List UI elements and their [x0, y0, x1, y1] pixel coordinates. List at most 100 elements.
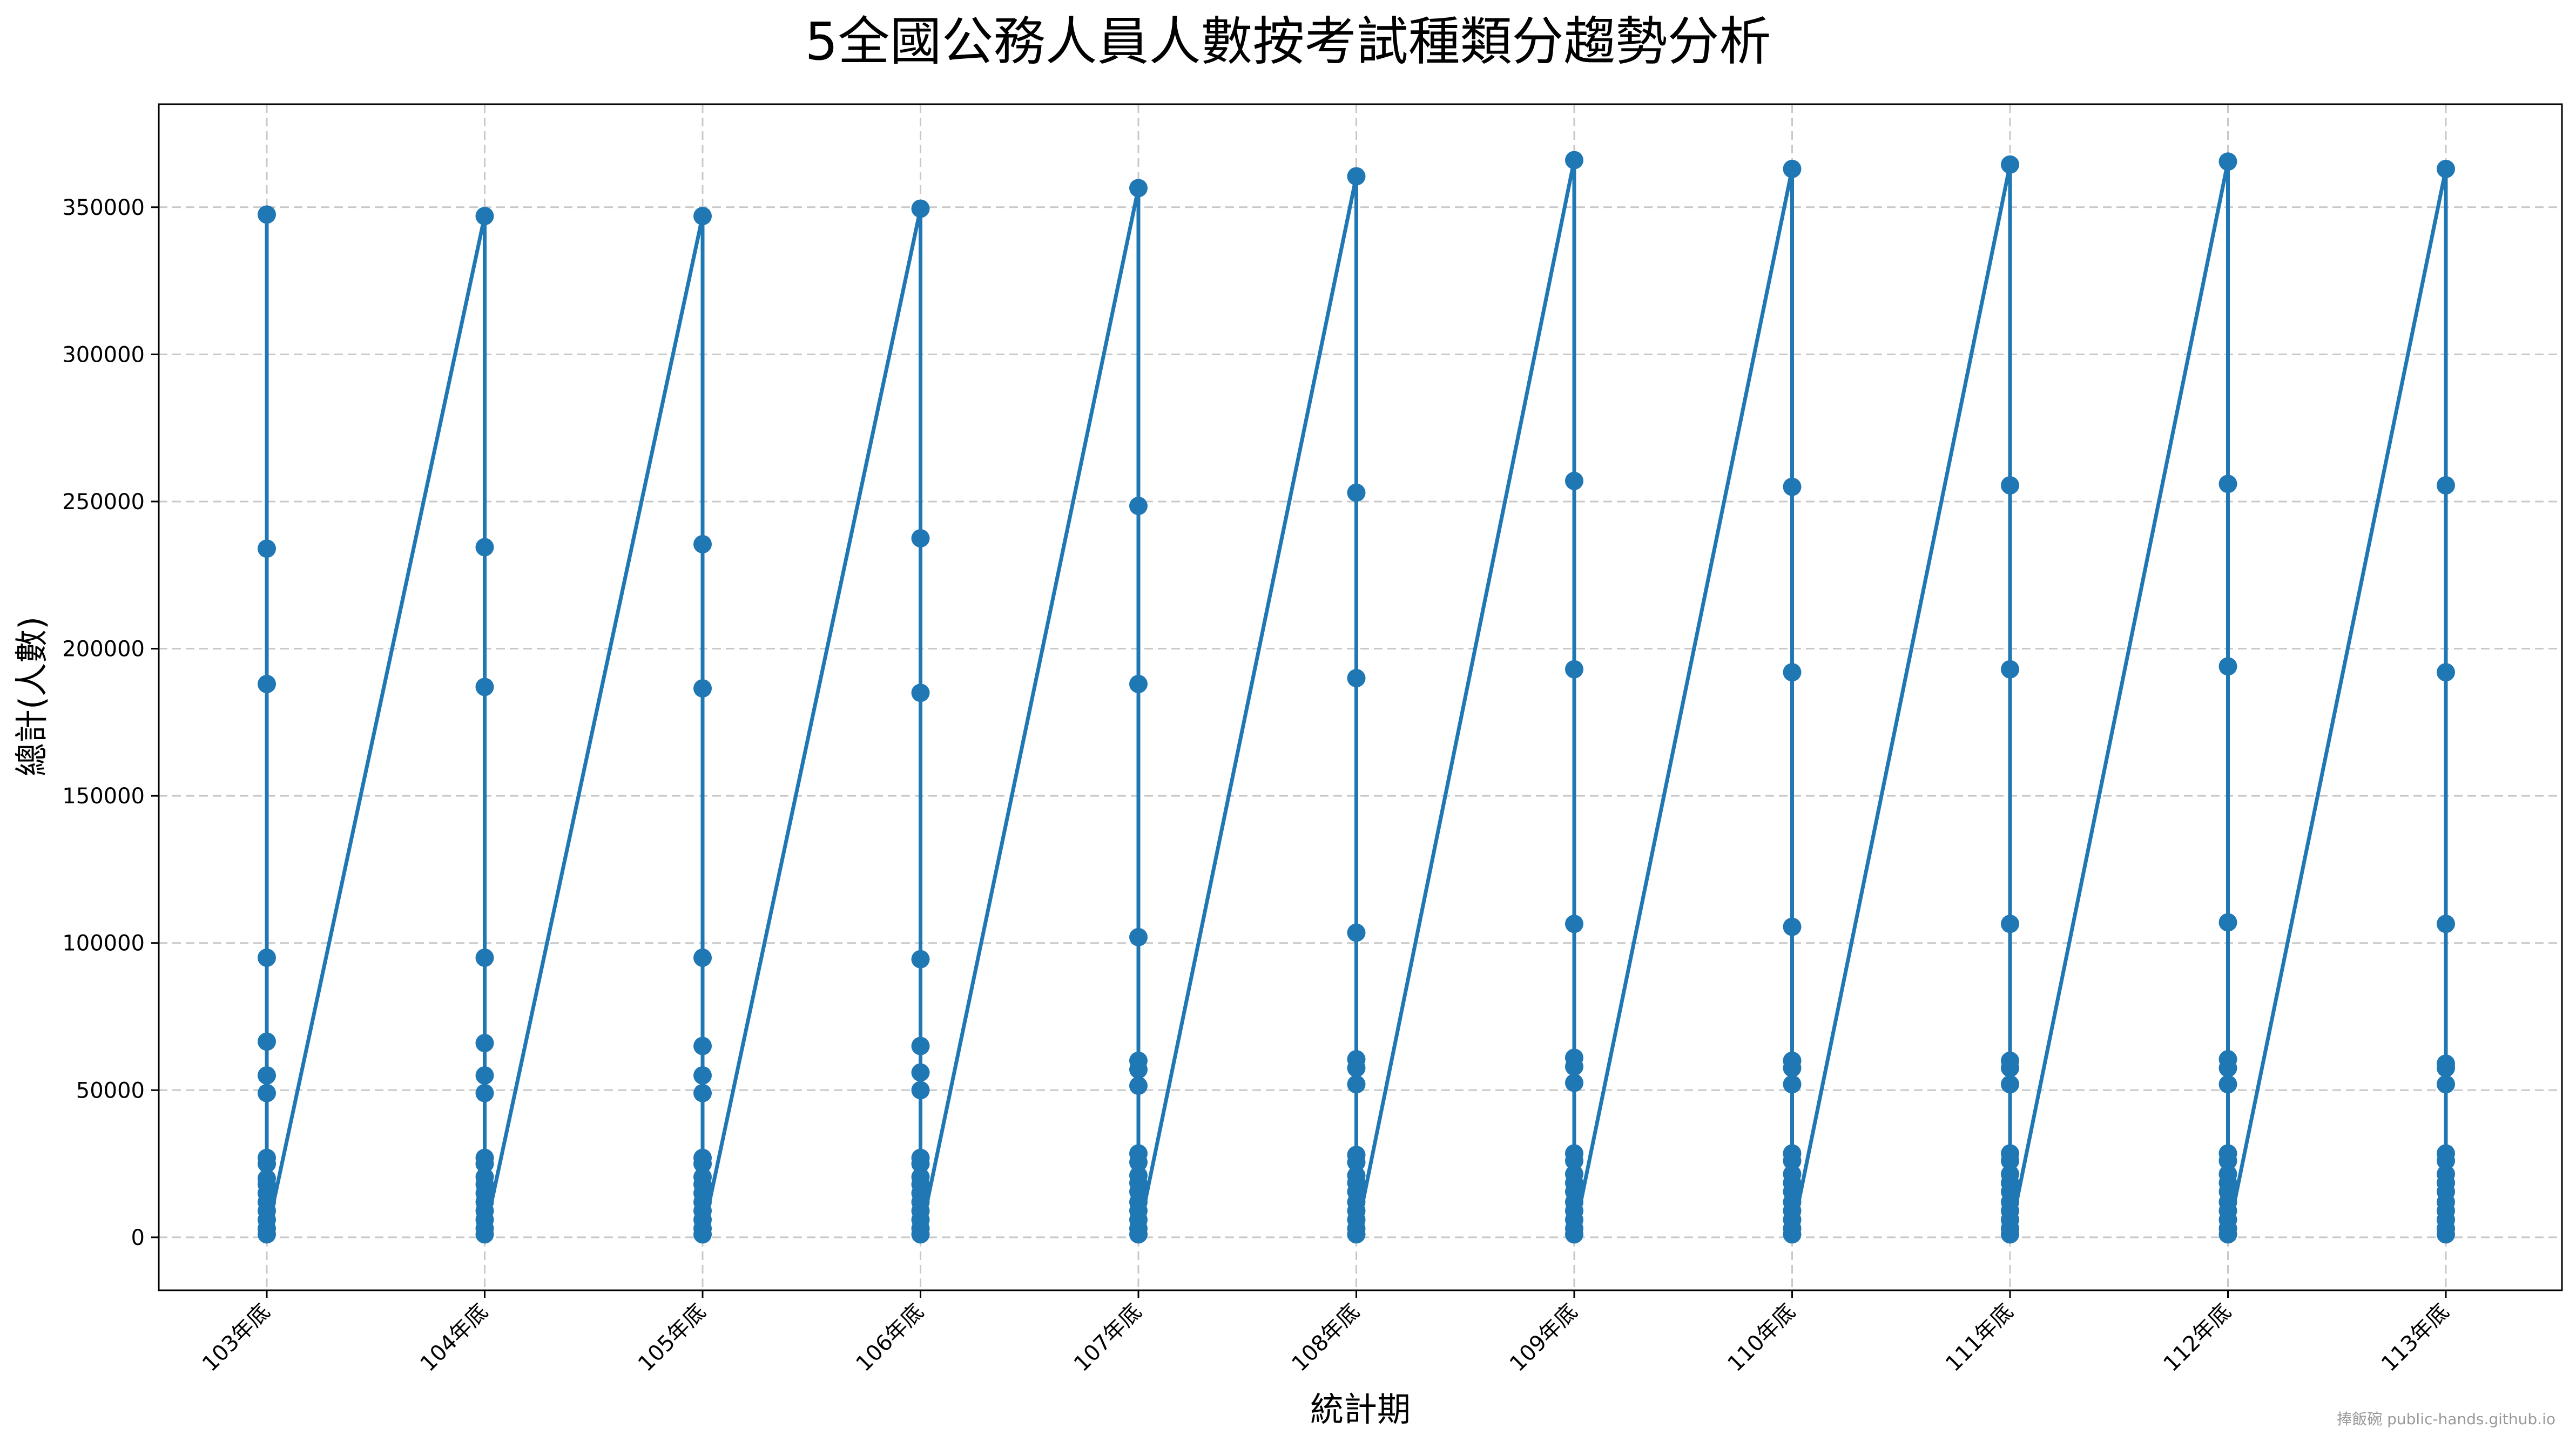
data-point — [475, 1034, 494, 1053]
grid-layer — [159, 104, 2562, 1290]
y-tick-label: 350000 — [62, 195, 145, 220]
x-tick-label: 107年底 — [1069, 1299, 1147, 1377]
data-point — [1565, 471, 1583, 490]
x-tick-label: 109年底 — [1505, 1299, 1582, 1377]
x-tick-label: 104年底 — [415, 1299, 493, 1377]
data-point — [258, 1032, 276, 1051]
data-point — [2001, 660, 2019, 679]
data-point — [911, 683, 930, 702]
data-point — [475, 1066, 494, 1085]
data-point — [693, 207, 712, 226]
data-point — [2218, 152, 2237, 171]
data-point — [693, 679, 712, 698]
x-axis: 103年底 104年底 105年底 106年底 107年底 108年底 109年底 110年底… — [198, 1290, 2454, 1377]
y-axis: 0 50000 100000 150000 200000 250000 300000 3500… — [62, 195, 159, 1250]
data-point — [1783, 159, 1802, 178]
y-axis-label: 總計(人數) — [12, 617, 51, 776]
data-point — [258, 1154, 276, 1173]
data-point — [475, 1225, 494, 1244]
data-point — [1129, 1153, 1148, 1172]
data-point — [475, 949, 494, 967]
data-point — [911, 1154, 930, 1173]
data-point — [1783, 1225, 1802, 1244]
x-tick-label: 113年底 — [2377, 1299, 2454, 1377]
y-tick-label: 150000 — [62, 784, 145, 809]
data-point — [1565, 1152, 1583, 1170]
data-point — [1347, 923, 1366, 942]
data-point — [2437, 663, 2455, 682]
data-point — [1129, 1060, 1148, 1079]
data-point — [1783, 477, 1802, 496]
data-point — [911, 1081, 930, 1100]
data-point — [258, 1225, 276, 1244]
data-point — [1347, 1075, 1366, 1094]
data-point — [258, 1084, 276, 1102]
data-point — [2001, 155, 2019, 174]
data-point — [1347, 167, 1366, 186]
data-point — [1565, 1073, 1583, 1092]
data-point — [1129, 928, 1148, 946]
data-point — [1565, 1225, 1583, 1244]
data-point — [2001, 1152, 2019, 1170]
data-point — [1347, 669, 1366, 688]
data-point — [2218, 913, 2237, 932]
data-point — [1129, 1077, 1148, 1095]
data-point — [1783, 663, 1802, 682]
data-point — [693, 1037, 712, 1055]
data-point — [911, 529, 930, 548]
data-point — [258, 1066, 276, 1085]
data-point — [1129, 179, 1148, 198]
data-point — [1347, 1153, 1366, 1172]
data-point — [258, 205, 276, 224]
data-point — [911, 1225, 930, 1244]
x-tick-label: 106年底 — [851, 1299, 928, 1377]
plot-frame — [158, 103, 2563, 1291]
data-point — [2437, 1059, 2455, 1078]
x-axis-label: 統計期 — [1310, 1390, 1411, 1429]
data-point — [693, 1066, 712, 1085]
data-point — [475, 207, 494, 226]
data-point — [2001, 1059, 2019, 1078]
data-point — [1347, 1059, 1366, 1078]
marker-layer — [258, 151, 2455, 1244]
data-point — [2218, 1225, 2237, 1244]
data-point — [475, 1084, 494, 1102]
data-point — [1565, 1057, 1583, 1076]
data-point — [475, 538, 494, 557]
data-point — [475, 1154, 494, 1173]
data-point — [911, 199, 930, 218]
data-point — [2437, 1152, 2455, 1170]
data-point — [2437, 1075, 2455, 1094]
data-point — [2218, 1075, 2237, 1094]
data-point — [1783, 1152, 1802, 1170]
y-tick-label: 50000 — [76, 1078, 145, 1103]
data-point — [693, 1154, 712, 1173]
data-point — [2218, 1152, 2237, 1170]
data-point — [693, 1084, 712, 1102]
x-tick-label: 110年底 — [1723, 1299, 1800, 1377]
y-tick-label: 200000 — [62, 637, 145, 662]
data-point — [693, 535, 712, 553]
data-point — [2218, 657, 2237, 676]
x-tick-label: 108年底 — [1287, 1299, 1364, 1377]
data-point — [2001, 1075, 2019, 1094]
data-point — [1783, 1059, 1802, 1078]
data-point — [911, 1063, 930, 1082]
data-point — [693, 949, 712, 967]
data-point — [2001, 1225, 2019, 1244]
data-point — [475, 678, 494, 696]
data-point — [258, 675, 276, 693]
data-point — [693, 1225, 712, 1244]
watermark: 捧飯碗 public-hands.github.io — [2337, 1410, 2555, 1428]
data-point — [1347, 483, 1366, 502]
data-point — [258, 539, 276, 558]
data-point — [1347, 1225, 1366, 1244]
x-tick-label: 112年底 — [2159, 1299, 2236, 1377]
data-point — [1783, 1075, 1802, 1094]
data-point — [1783, 917, 1802, 936]
data-point — [1129, 1225, 1148, 1244]
data-point — [2437, 915, 2455, 933]
x-tick-label: 103年底 — [198, 1299, 275, 1377]
y-tick-label: 300000 — [62, 342, 145, 367]
